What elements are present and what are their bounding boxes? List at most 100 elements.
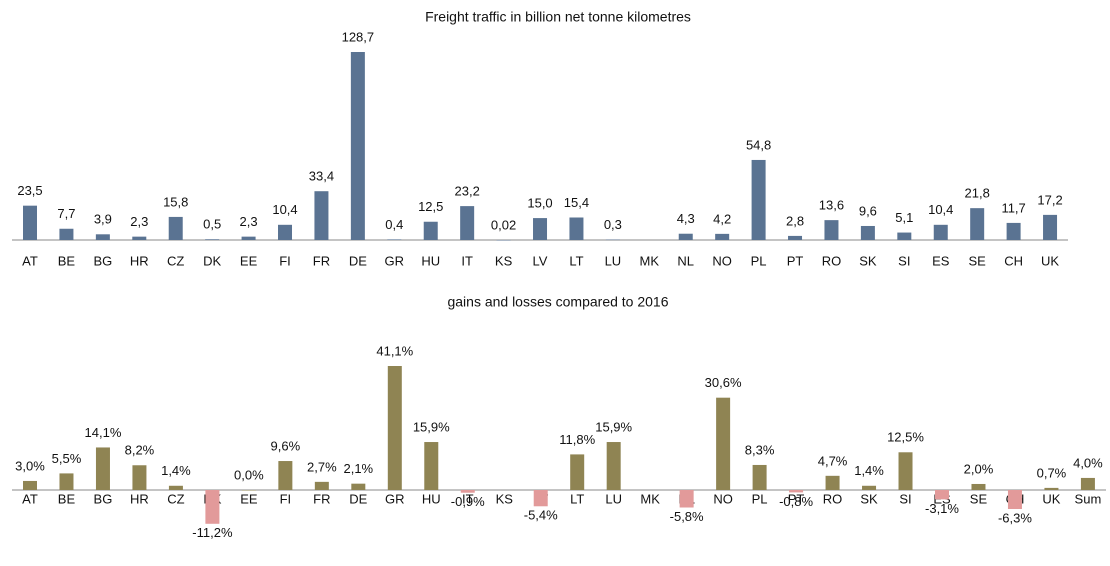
bar	[1044, 487, 1059, 490]
data-label: 2,7%	[307, 459, 337, 474]
x-tick-label: BG	[94, 491, 113, 506]
data-label: 2,8	[786, 213, 804, 228]
data-label: 12,5	[418, 199, 443, 214]
data-label: 7,7	[57, 206, 75, 221]
x-tick-label: SK	[859, 253, 877, 268]
x-tick-label: GR	[385, 491, 405, 506]
bar	[824, 220, 839, 240]
bar	[569, 217, 584, 240]
data-label: 30,6%	[705, 375, 742, 390]
bar	[278, 461, 293, 490]
bar	[788, 235, 803, 240]
bar	[496, 239, 511, 241]
data-label: -5,8%	[670, 509, 704, 524]
bar	[314, 481, 329, 490]
data-label: 11,7	[1001, 200, 1025, 215]
data-label: 23,2	[455, 184, 480, 199]
bar	[424, 442, 439, 490]
x-tick-label: CZ	[167, 253, 184, 268]
x-tick-label: SK	[860, 491, 878, 506]
x-tick-label: CZ	[167, 491, 184, 506]
x-tick-label: SI	[898, 253, 910, 268]
data-label: 0,7%	[1037, 465, 1067, 480]
bar	[59, 228, 74, 240]
x-tick-label: PT	[787, 253, 804, 268]
x-tick-label: UK	[1041, 253, 1059, 268]
bar	[751, 159, 766, 240]
data-label: 21,8	[965, 186, 990, 201]
x-tick-label: BG	[93, 253, 112, 268]
data-label: 0,4	[385, 217, 403, 232]
x-tick-label: IT	[461, 253, 473, 268]
x-tick-label: NO	[713, 491, 733, 506]
x-tick-label: EE	[240, 253, 258, 268]
x-tick-label: SE	[969, 253, 987, 268]
x-tick-label: LU	[605, 491, 622, 506]
bar	[241, 236, 256, 240]
data-label: 15,9%	[595, 419, 632, 434]
data-label: 0,0%	[234, 467, 264, 482]
x-tick-label: FI	[280, 491, 292, 506]
x-tick-label: RO	[823, 491, 843, 506]
data-label: -0,8%	[779, 494, 813, 509]
x-tick-label: PT	[788, 491, 805, 506]
x-tick-label: EE	[240, 491, 258, 506]
x-tick-label: LU	[605, 253, 622, 268]
x-tick-label: CH	[1004, 253, 1023, 268]
x-tick-label: NO	[712, 253, 732, 268]
bar	[132, 236, 147, 240]
bar	[350, 52, 365, 240]
bar	[168, 485, 183, 490]
data-label: 1,4%	[161, 463, 191, 478]
x-tick-label: MK	[640, 253, 660, 268]
bar	[423, 221, 438, 240]
bar	[971, 483, 986, 490]
bar	[715, 233, 730, 240]
bar	[970, 208, 985, 240]
data-label: 15,9%	[413, 419, 450, 434]
data-label: 9,6	[859, 203, 877, 218]
x-tick-label: FR	[313, 491, 330, 506]
bar	[752, 464, 767, 490]
data-label: 15,8	[163, 194, 188, 209]
x-tick-label: SI	[899, 491, 911, 506]
data-label: -3,1%	[925, 501, 959, 516]
bar	[387, 366, 402, 490]
bar	[605, 239, 620, 241]
bar	[935, 490, 949, 500]
x-tick-label: DE	[349, 253, 367, 268]
bar	[168, 216, 183, 240]
bar	[205, 239, 220, 240]
bar	[898, 452, 913, 490]
data-label: 15,4	[564, 195, 589, 210]
bar	[1043, 214, 1058, 240]
bar	[897, 232, 912, 240]
data-label: 10,4	[272, 202, 297, 217]
x-tick-label: BE	[58, 253, 76, 268]
bar	[825, 475, 840, 490]
bar	[59, 473, 74, 490]
data-label: 2,1%	[343, 461, 373, 476]
data-label: 4,2	[713, 211, 731, 226]
x-tick-label: HR	[130, 253, 149, 268]
bar	[460, 206, 475, 240]
x-tick-label: FR	[313, 253, 330, 268]
bar	[241, 490, 256, 491]
data-label: -11,2%	[192, 525, 233, 540]
data-label: 9,6%	[271, 438, 301, 453]
bar	[23, 205, 37, 240]
bar	[716, 397, 731, 490]
bar	[1006, 222, 1021, 240]
x-tick-label: HU	[421, 253, 440, 268]
x-tick-label: LT	[570, 491, 584, 506]
bar	[678, 233, 693, 240]
data-label: 14,1%	[85, 425, 122, 440]
data-label: 15,0	[527, 196, 552, 211]
data-label: 4,7%	[818, 453, 848, 468]
data-label: 2,3	[240, 214, 258, 229]
data-label: 0,3	[604, 217, 622, 232]
bar	[205, 490, 220, 524]
data-label: 4,3	[677, 211, 695, 226]
data-label: 3,0%	[15, 458, 45, 473]
x-tick-label: LV	[533, 253, 548, 268]
